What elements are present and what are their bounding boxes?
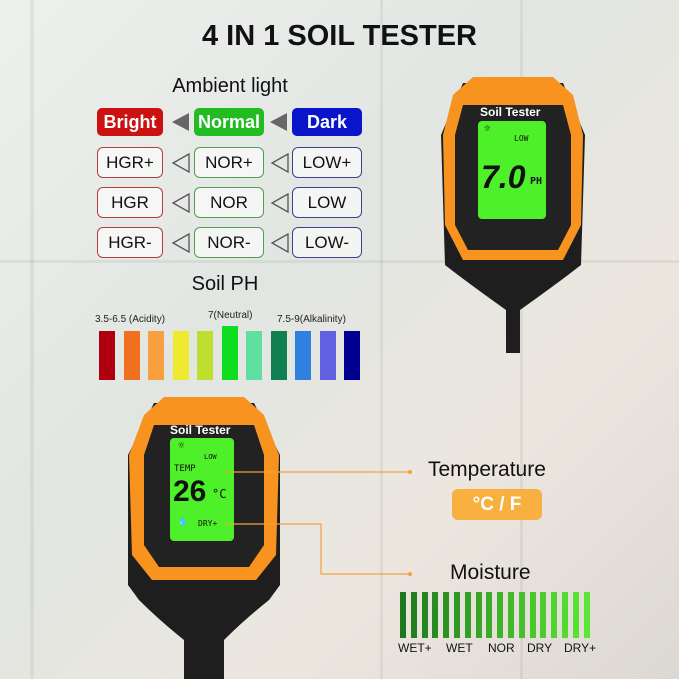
moisture-heading: Moisture [450,561,531,584]
moisture-bar [551,592,558,638]
light-reading: LOW [514,134,529,143]
alkalinity-label: 7.5-9(Alkalinity) [277,314,346,325]
moisture-bar [529,592,536,638]
normal-level: Normal [194,108,264,136]
ph-color-bar [197,331,213,380]
dark-level: Dark [292,108,362,136]
moisture-bar [572,592,579,638]
moisture-scale-label: WET [446,641,473,655]
moisture-bar [583,592,590,638]
ambient-level-box: NOR [194,187,264,218]
ambient-level-box: LOW+ [292,147,362,178]
moisture-scale-label: WET+ [398,641,432,655]
arrow-left-icon [172,113,189,131]
moisture-bar [562,592,568,638]
moisture-bar [443,592,450,638]
ambient-level-box: LOW- [292,227,362,258]
ph-color-bar [221,326,238,380]
ph-reading: 7.0 [481,159,526,195]
ambient-level-box: HGR+ [97,147,163,178]
ambient-level-box: NOR- [194,227,264,258]
temperature-reading: 26 [173,475,207,508]
soil-ph-heading: Soil PH [191,273,259,295]
ambient-level-box: HGR [97,187,163,218]
temp-label: TEMP [174,464,196,474]
arrow-left-outline-icon [270,233,289,253]
ph-color-bar [344,331,360,380]
moisture-bar [400,592,406,638]
ambient-level-box: LOW [292,187,362,218]
ph-color-bar [148,331,164,380]
moisture-bar [464,592,471,638]
ph-unit: PH [530,176,543,187]
moisture-scale-label: DRY+ [564,641,597,655]
page-title: 4 IN 1 SOIL TESTER [201,20,478,52]
ph-color-bar [172,331,189,380]
moisture-bar [518,592,525,638]
arrow-left-outline-icon [270,193,289,213]
ph-color-bar [99,331,115,380]
ph-color-bar [246,331,262,380]
neutral-label: 7(Neutral) [208,310,253,321]
moisture-bar [421,592,428,638]
moisture-bar [454,592,460,638]
acidity-label: 3.5-6.5 (Acidity) [95,314,166,325]
moisture-bar [432,592,439,638]
ambient-level-box: NOR+ [194,147,264,178]
arrow-left-outline-icon [171,233,190,253]
brand-label: Soil Tester [480,105,541,119]
ph-color-bar [295,331,311,380]
moisture-bar [486,592,493,638]
moisture-bar [497,592,504,638]
moisture-bar [410,592,417,638]
moisture-bar [475,592,482,638]
ambient-light-heading: Ambient light [172,75,288,97]
brand-label: Soil Tester [170,423,231,437]
ph-color-bar [270,331,287,380]
soil-tester-top: Soil Tester ☼ LOW 7.0 PH [433,75,593,360]
temperature-heading: Temperature [428,458,546,481]
temperature-units-badge: °C / F [452,489,542,520]
sun-icon: ☼ [178,439,185,452]
ambient-level-box: HGR- [97,227,163,258]
sun-icon: ☼ [484,122,491,135]
moisture-scale-label: NOR [488,641,515,655]
arrow-left-icon [270,113,287,131]
lcd-screen: ☼ LOW TEMP 26 °C 💧 DRY+ [170,438,234,541]
moisture-reading: DRY+ [198,519,218,528]
arrow-left-outline-icon [270,153,289,173]
bright-level: Bright [97,108,163,136]
arrow-left-outline-icon [171,153,190,173]
ph-color-bar [319,331,336,380]
light-reading: LOW [204,453,217,461]
moisture-bar [508,592,514,638]
temperature-unit: °C [212,487,227,501]
ph-color-bar [123,331,140,380]
moisture-scale-label: DRY [527,641,553,655]
moisture-bar [540,592,547,638]
lcd-screen: ☼ LOW 7.0 PH [478,121,546,219]
droplet-icon: 💧 [177,517,189,527]
arrow-left-outline-icon [171,193,190,213]
